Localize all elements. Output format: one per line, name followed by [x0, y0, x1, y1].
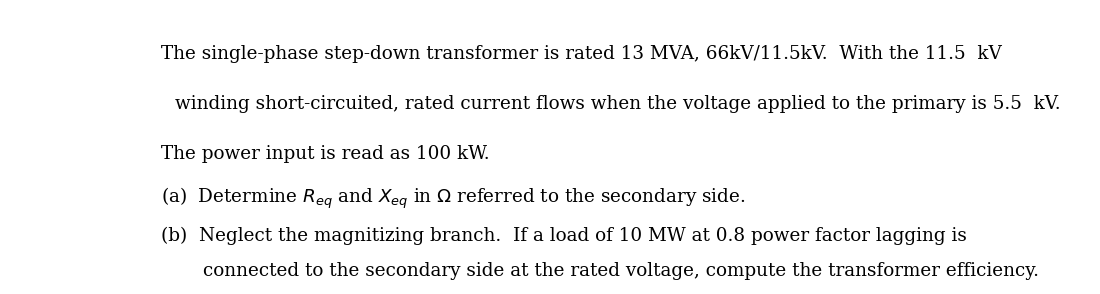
Text: The single-phase step-down transformer is rated 13 MVA, 66kV/11.5kV.  With the 1: The single-phase step-down transformer i…	[162, 46, 1002, 64]
Text: (b)  Neglect the magnitizing branch.  If a load of 10 MW at 0.8 power factor lag: (b) Neglect the magnitizing branch. If a…	[162, 227, 967, 245]
Text: winding short-circuited, rated current flows when the voltage applied to the pri: winding short-circuited, rated current f…	[175, 95, 1060, 113]
Text: connected to the secondary side at the rated voltage, compute the transformer ef: connected to the secondary side at the r…	[204, 262, 1040, 280]
Text: (a)  Determine $R_{\it eq}$ and $X_{\it eq}$ in $\Omega$ referred to the seconda: (a) Determine $R_{\it eq}$ and $X_{\it e…	[162, 186, 746, 211]
Text: The power input is read as 100 kW.: The power input is read as 100 kW.	[162, 145, 490, 163]
